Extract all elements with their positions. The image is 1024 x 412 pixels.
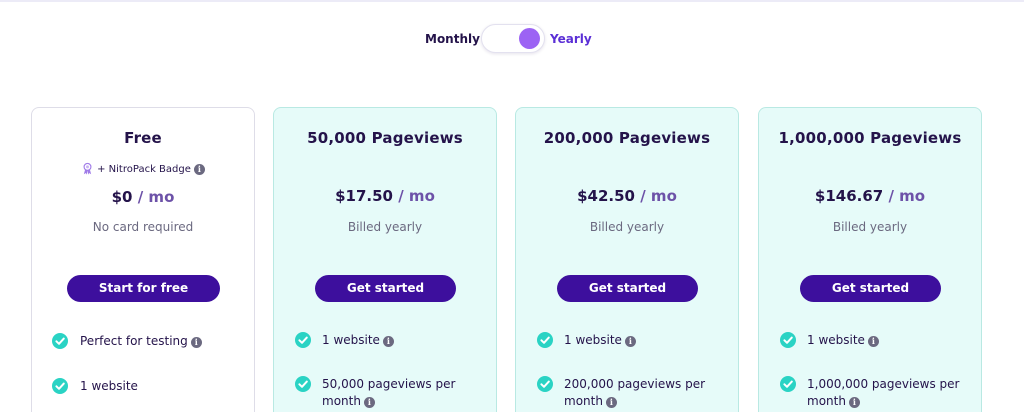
plan-title: 200,000 Pageviews xyxy=(543,129,711,147)
nitropack-badge-note: + NitroPack Badge i xyxy=(32,162,254,175)
switch-knob xyxy=(519,28,540,49)
check-circle-icon xyxy=(52,333,68,349)
get-started-button[interactable]: Get started xyxy=(557,275,698,302)
price-amount: $42.50 xyxy=(577,187,635,205)
badge-text: + NitroPack Badge xyxy=(97,164,191,175)
info-icon[interactable]: i xyxy=(605,397,617,408)
price-note: Billed yearly xyxy=(347,220,423,234)
check-circle-icon xyxy=(780,376,796,392)
get-started-button[interactable]: Get started xyxy=(315,275,456,302)
billing-toggle: Monthly Yearly xyxy=(0,24,1024,54)
price-period: / mo xyxy=(888,187,926,205)
plan-price: $0 / mo xyxy=(32,188,254,206)
plan-price: $17.50 / mo xyxy=(274,187,496,205)
check-circle-icon xyxy=(295,376,311,392)
feature-text: 1 website xyxy=(564,333,622,347)
check-circle-icon xyxy=(780,332,796,348)
info-icon[interactable]: i xyxy=(363,397,375,408)
price-note: Billed yearly xyxy=(589,220,665,234)
plan-title: 1,000,000 Pageviews xyxy=(778,129,962,147)
price-amount: $146.67 xyxy=(814,187,884,205)
feature-text: 1,000,000 pageviews per month xyxy=(807,377,960,408)
info-icon[interactable]: i xyxy=(867,336,879,347)
feature-text: 1 website xyxy=(807,333,865,347)
top-divider xyxy=(0,0,1024,2)
price-period: / mo xyxy=(398,187,435,205)
yearly-label[interactable]: Yearly xyxy=(550,32,592,46)
feature-text: 1 website xyxy=(80,379,138,393)
info-icon[interactable]: i xyxy=(193,164,205,175)
feature-text: 200,000 pageviews per month xyxy=(564,377,706,408)
info-icon[interactable]: i xyxy=(382,336,394,347)
check-circle-icon xyxy=(52,378,68,394)
plan-card-200k: 200,000 Pageviews $42.50 / mo Billed yea… xyxy=(515,107,739,412)
price-amount: $17.50 xyxy=(335,187,393,205)
plan-price: $146.67 / mo xyxy=(759,187,981,205)
billing-period-switch[interactable] xyxy=(481,24,545,53)
feature-text: 1 website xyxy=(322,333,380,347)
price-amount: $0 xyxy=(111,188,133,206)
award-ribbon-icon xyxy=(83,162,92,175)
check-circle-icon xyxy=(537,376,553,392)
plan-price: $42.50 / mo xyxy=(516,187,738,205)
info-icon[interactable]: i xyxy=(624,336,636,347)
info-icon[interactable]: i xyxy=(848,397,860,408)
plan-card-50k: 50,000 Pageviews $17.50 / mo Billed year… xyxy=(273,107,497,412)
get-started-button[interactable]: Get started xyxy=(800,275,941,302)
plan-card-free: Free + NitroPack Badge i $0 / mo No card … xyxy=(31,107,255,412)
info-icon[interactable]: i xyxy=(190,337,202,348)
plan-title: Free xyxy=(124,129,162,147)
feature-text: Perfect for testing xyxy=(80,334,188,348)
price-note: No card required xyxy=(92,220,194,234)
check-circle-icon xyxy=(295,332,311,348)
plan-card-1m: 1,000,000 Pageviews $146.67 / mo Billed … xyxy=(758,107,982,412)
price-note: Billed yearly xyxy=(832,220,908,234)
feature-text: 50,000 pageviews per month xyxy=(322,377,456,408)
check-circle-icon xyxy=(537,332,553,348)
price-period: / mo xyxy=(137,188,175,206)
price-period: / mo xyxy=(640,187,677,205)
start-for-free-button[interactable]: Start for free xyxy=(67,275,220,302)
monthly-label[interactable]: Monthly xyxy=(425,32,480,46)
plan-title: 50,000 Pageviews xyxy=(307,129,463,147)
